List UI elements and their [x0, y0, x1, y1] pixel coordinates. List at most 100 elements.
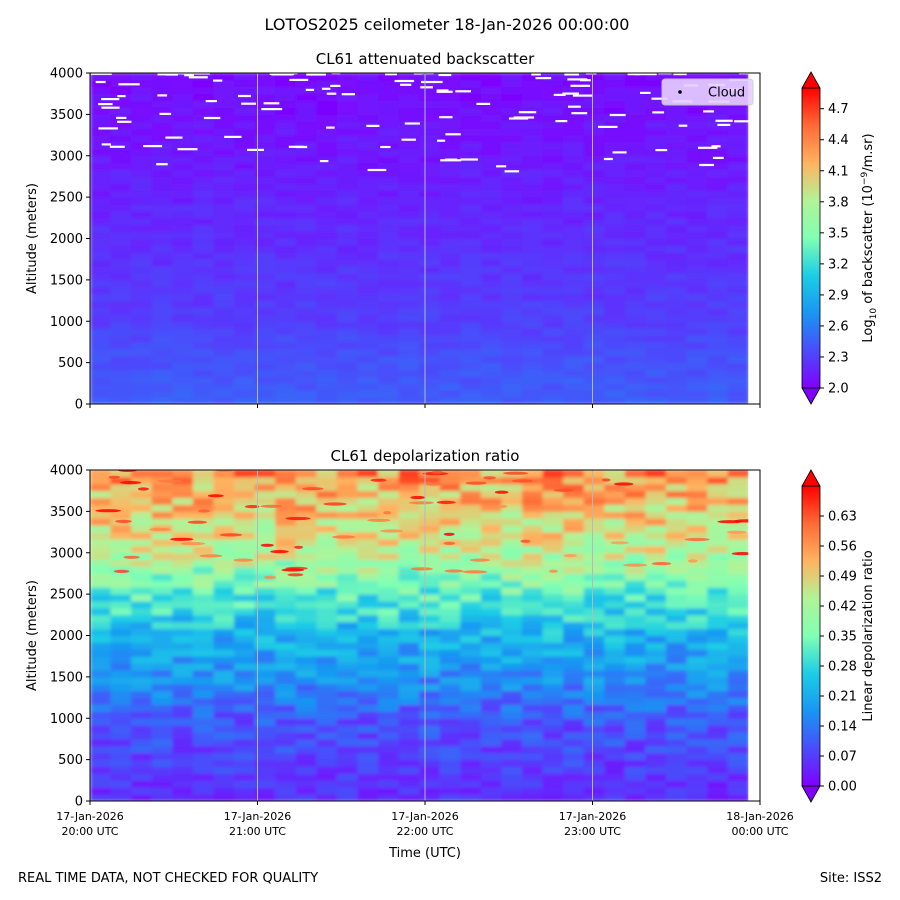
heatmap-cell: [419, 476, 441, 485]
heatmap-cell: [131, 524, 153, 533]
heatmap-cell: [357, 396, 379, 404]
heatmap-cell: [480, 320, 503, 329]
heatmap-cell: [151, 531, 174, 540]
heatmap-cell: [563, 306, 585, 315]
heatmap-cell: [254, 196, 277, 205]
heatmap-cell: [357, 545, 379, 554]
heatmap-cell: [151, 231, 174, 239]
heatmap-cell: [131, 320, 153, 329]
heatmap-cell: [686, 182, 709, 191]
heatmap-cell: [521, 752, 544, 761]
heatmap-cell: [604, 162, 626, 171]
heatmap-cell: [398, 265, 421, 274]
heatmap-cell: [707, 327, 729, 336]
heatmap-cell: [501, 690, 523, 699]
heatmap-cell: [521, 614, 544, 623]
heatmap-cell: [583, 510, 606, 519]
heatmap-cell: [192, 503, 215, 512]
heatmap-cell: [131, 614, 153, 623]
heatmap-cell: [501, 238, 523, 246]
heatmap-cell: [295, 244, 318, 253]
heatmap-cell: [131, 621, 153, 630]
heatmap-cell: [90, 476, 112, 485]
heatmap-cell: [336, 738, 359, 747]
cloud-mark: [572, 94, 593, 97]
heatmap-cell: [521, 369, 544, 377]
heatmap-cell: [460, 300, 482, 308]
heatmap-cell: [234, 655, 256, 664]
heatmap-cell: [336, 793, 359, 801]
heatmap-cell: [419, 690, 441, 699]
colorbar-tick-label: 0.00: [828, 780, 857, 795]
heatmap-cell: [172, 238, 194, 246]
heatmap-cell: [439, 210, 462, 219]
y-tick-label: 2000: [50, 629, 83, 644]
heatmap-cell: [336, 503, 359, 512]
heatmap-cell: [480, 517, 503, 526]
heatmap-cell: [645, 73, 667, 81]
heatmap-cell: [604, 79, 626, 88]
heatmap-cell: [542, 635, 565, 643]
heatmap-cell: [295, 766, 318, 774]
heatmap-cell: [336, 334, 359, 343]
heatmap-cell: [665, 279, 688, 288]
heatmap-cell: [131, 745, 153, 754]
heatmap-cell: [665, 524, 688, 533]
heatmap-cell: [378, 238, 400, 246]
heatmap-cell: [645, 669, 667, 678]
heatmap-cell: [357, 476, 379, 485]
heatmap-cell: [192, 772, 215, 781]
heatmap-cell: [357, 490, 379, 499]
heatmap-cell: [439, 572, 462, 581]
heatmap-cell: [460, 341, 482, 350]
heatmap-cell: [727, 369, 750, 377]
heatmap-cell: [131, 258, 153, 267]
heatmap-cell: [542, 552, 565, 561]
cloud-mark: [712, 156, 724, 159]
heatmap-cell: [419, 369, 441, 377]
heatmap-cell: [542, 162, 565, 171]
heatmap-cell: [563, 655, 585, 664]
heatmap-cell: [604, 341, 626, 350]
heatmap-cell: [439, 134, 462, 143]
heatmap-cell: [707, 779, 729, 788]
heatmap-cell: [707, 483, 729, 492]
heatmap-cell: [213, 375, 235, 384]
heatmap-cell: [707, 662, 729, 671]
heatmap-cell: [624, 697, 647, 705]
heatmap-cell: [90, 538, 112, 547]
heatmap-cell: [624, 621, 647, 630]
heatmap-cell: [707, 628, 729, 636]
heatmap-cell: [645, 538, 667, 547]
heatmap-cell: [460, 669, 482, 678]
heatmap-cell: [542, 203, 565, 212]
heatmap-cell: [295, 73, 318, 81]
heatmap-cell: [110, 251, 133, 260]
heatmap-cell: [645, 120, 667, 129]
heatmap-cell: [131, 162, 153, 171]
heatmap-cell: [419, 669, 441, 678]
heatmap-cell: [398, 341, 421, 350]
heatmap-cell: [460, 127, 482, 136]
heatmap-cell: [131, 724, 153, 733]
heatmap-cell: [604, 752, 626, 761]
heatmap-cell: [665, 724, 688, 733]
heatmap-cell: [645, 355, 667, 364]
heatmap-cell: [254, 224, 277, 233]
heatmap-cell: [439, 552, 462, 561]
heatmap-cell: [378, 710, 400, 719]
heatmap-cell: [192, 375, 215, 384]
heatmap-cell: [727, 300, 750, 308]
heatmap-cell: [727, 572, 750, 581]
heatmap-cell: [192, 752, 215, 761]
heatmap-cell: [275, 559, 297, 568]
heatmap-cell: [131, 559, 153, 568]
heatmap-cell: [316, 600, 338, 609]
heatmap-cell: [563, 786, 585, 795]
heatmap-cell: [583, 752, 606, 761]
heatmap-cell: [645, 766, 667, 774]
heatmap-cell: [563, 724, 585, 733]
heatmap-cell: [645, 155, 667, 164]
heatmap-cell: [357, 120, 379, 129]
heatmap-cell: [234, 313, 256, 322]
